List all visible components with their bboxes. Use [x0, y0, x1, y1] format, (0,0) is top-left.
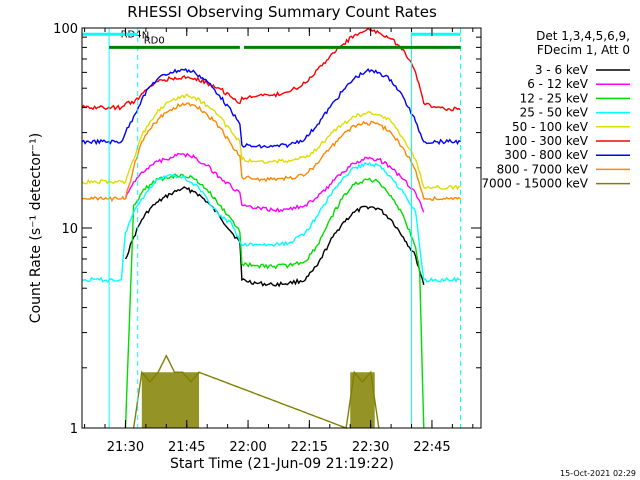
series-line-6-12-kev-0 — [124, 152, 425, 213]
time-marker-layer — [108, 28, 462, 428]
series-line-800-7000-kev-0 — [81, 102, 462, 203]
state-label-n: N — [142, 30, 149, 41]
series-25-50-kev — [81, 161, 461, 283]
chart-title: RHESSI Observing Summary Count Rates — [127, 3, 437, 21]
x-tick-label-5: 22:45 — [413, 440, 450, 455]
series-50-100-kev — [81, 93, 461, 191]
series-block-7000-15000-kev-0 — [141, 372, 200, 428]
series-6-12-kev — [124, 152, 425, 213]
x-tick-label-3: 22:15 — [291, 440, 328, 455]
legend-header-line-2: FDecim 1, Att 0 — [537, 43, 630, 57]
series-7000-15000-kev — [132, 354, 380, 429]
x-axis-label: Start Time (21-Jun-09 21:19:22) — [170, 456, 394, 472]
series-line-7000-15000-kev-0 — [132, 354, 380, 429]
legend-label-7000-15000-kev: 7000 - 15000 keV — [481, 177, 588, 191]
x-tick-label-0: 21:30 — [107, 440, 144, 455]
series-line-100-300-kev-0 — [81, 27, 461, 112]
series-line-12-25-kev-0 — [124, 172, 425, 429]
attenuator-state-layer: RD4RD0N — [82, 29, 461, 49]
y-axis-label: Count Rate (s⁻¹ detector⁻¹) — [28, 133, 44, 323]
axis-layer: 21:30 21:45 22:00 22:15 22:30 22:45 1 10 100 — [53, 22, 481, 455]
series-line-300-800-kev-0 — [81, 67, 461, 149]
series-block-7000-15000-kev-1 — [350, 372, 375, 428]
series-12-25-kev — [124, 172, 425, 429]
legend-label-100-300-kev: 100 - 300 keV — [504, 134, 588, 148]
legend-label-50-100-kev: 50 - 100 keV — [512, 120, 589, 134]
series-800-7000-kev — [81, 102, 462, 203]
series-100-300-kev — [81, 27, 461, 112]
legend-header-line-1: Det 1,3,4,5,6,9, — [536, 29, 630, 43]
series-line-25-50-kev-0 — [81, 161, 461, 283]
x-tick-label-2: 22:00 — [229, 440, 266, 455]
legend-label-12-25-kev: 12 - 25 keV — [520, 91, 589, 105]
legend-label-800-7000-kev: 800 - 7000 keV — [497, 162, 589, 176]
series-300-800-kev — [81, 67, 461, 149]
state-label-rd0: RD0 — [144, 35, 165, 46]
x-tick-label-1: 21:45 — [168, 440, 205, 455]
legend: Det 1,3,4,5,6,9, FDecim 1, Att 0 3 - 6 k… — [481, 29, 630, 191]
legend-label-300-800-kev: 300 - 800 keV — [504, 148, 588, 162]
legend-label-25-50-kev: 25 - 50 keV — [520, 106, 589, 120]
series-layer — [81, 27, 462, 429]
y-tick-label-0: 1 — [70, 422, 78, 437]
y-tick-label-2: 100 — [53, 22, 78, 37]
y-tick-label-1: 10 — [61, 222, 78, 237]
x-tick-label-4: 22:30 — [352, 440, 389, 455]
series-line-3-6-kev-0 — [124, 186, 425, 288]
series-3-6-kev — [124, 186, 425, 288]
legend-label-3-6-kev: 3 - 6 keV — [535, 63, 589, 77]
legend-label-6-12-kev: 6 - 12 keV — [527, 77, 589, 91]
series-line-50-100-kev-0 — [81, 93, 461, 191]
footer-date: 15-Oct-2021 02:29 — [560, 469, 636, 478]
